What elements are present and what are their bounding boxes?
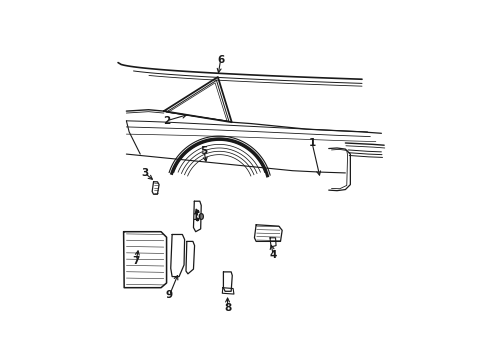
Text: 4: 4 (270, 250, 277, 260)
Text: 3: 3 (142, 168, 149, 179)
Text: 5: 5 (200, 146, 208, 156)
Text: 8: 8 (224, 303, 231, 313)
Text: 7: 7 (132, 256, 140, 266)
Text: 2: 2 (163, 116, 170, 126)
Text: 10: 10 (192, 213, 205, 222)
Text: 1: 1 (309, 138, 316, 148)
Text: 6: 6 (217, 55, 224, 65)
Text: 9: 9 (166, 291, 173, 301)
